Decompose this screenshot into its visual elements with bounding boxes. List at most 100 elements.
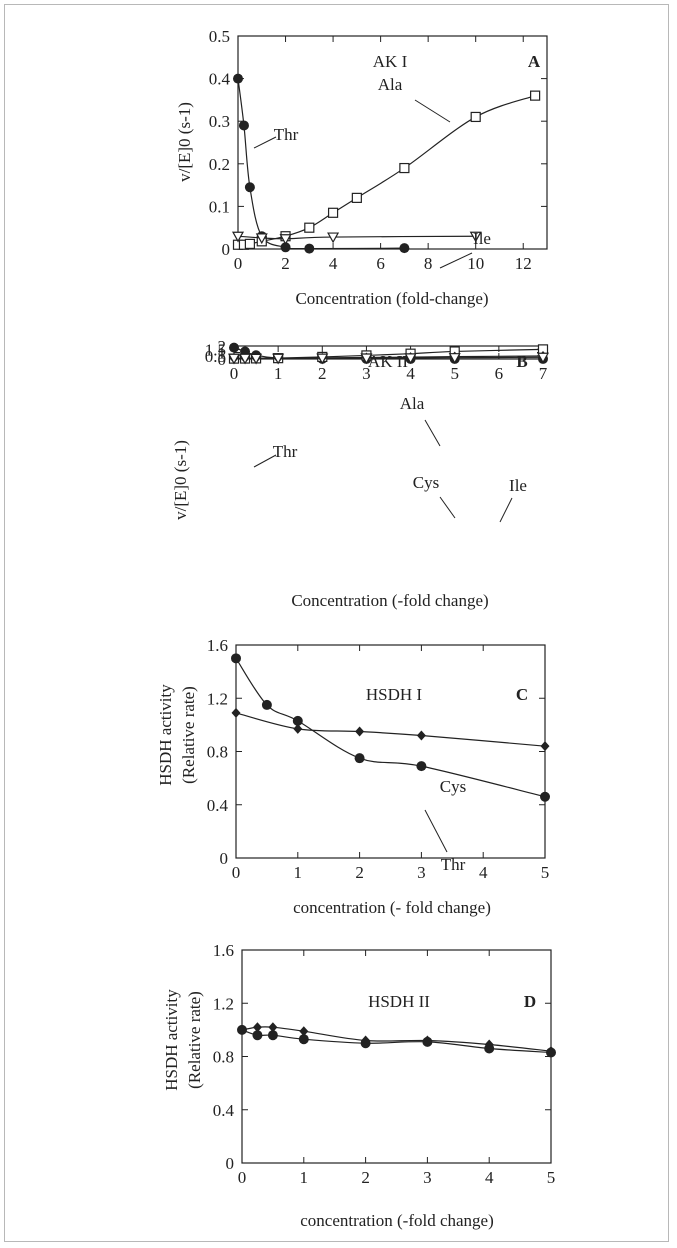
y-tick-label: 0.4 — [213, 1101, 235, 1120]
x-tick-label: 2 — [361, 1168, 370, 1187]
data-point-ala — [530, 90, 541, 101]
series-label-ile: Ile — [473, 229, 491, 248]
y-tick-label: 0.2 — [209, 155, 230, 174]
data-point-series0 — [252, 1030, 263, 1041]
series-label-ala: Ala — [400, 394, 425, 413]
series-label-thr: Thr — [273, 442, 298, 461]
x-tick-label: 0 — [234, 254, 243, 273]
y-tick-label: 0.5 — [209, 27, 230, 46]
x-tick-label: 4 — [406, 364, 415, 383]
y-tick-label: 0.5 — [205, 347, 226, 366]
data-point-thr — [280, 242, 291, 253]
data-point-cys — [540, 741, 550, 752]
data-point-ile — [360, 353, 373, 365]
data-point-thr — [238, 120, 249, 131]
series-line-ala — [237, 95, 536, 246]
data-point-ile — [239, 353, 252, 365]
y-axis-title-line2: (Relative rate) — [179, 686, 198, 784]
x-tick-label: 6 — [376, 254, 385, 273]
series-line-thr — [237, 78, 405, 250]
data-point-ile — [227, 353, 241, 365]
data-point-series0 — [267, 1030, 278, 1041]
x-axis-title: Concentration (fold-change) — [295, 289, 488, 308]
data-point-series1 — [237, 1024, 247, 1035]
y-axis-title: v/[E]0 (s-1) — [175, 102, 194, 182]
y-tick-label: 0.4 — [207, 796, 229, 815]
plot-frame-A — [237, 35, 548, 250]
data-point-series1 — [546, 1046, 556, 1057]
x-tick-label: 3 — [423, 1168, 432, 1187]
y-tick-label: 1 — [218, 344, 227, 363]
y-tick-label: 0.4 — [209, 70, 231, 89]
x-tick-label: 1 — [274, 364, 283, 383]
panel-title: HSDH II — [368, 992, 430, 1011]
series-label-leader — [439, 496, 456, 519]
series-label-ala: Ala — [378, 75, 403, 94]
series-label-cys: Cys — [413, 473, 439, 492]
x-tick-label: 8 — [424, 254, 433, 273]
plot-frame-D — [241, 949, 552, 1164]
y-tick-label: 1.6 — [207, 636, 228, 655]
data-point-thr — [399, 243, 410, 254]
y-axis-title: v/[E]0 (s-1) — [171, 440, 190, 520]
figure-frame — [4, 4, 669, 1242]
data-point-ile — [469, 231, 482, 243]
x-tick-label: 4 — [329, 254, 338, 273]
data-point-ala — [244, 238, 255, 249]
series-label-thr: Thr — [274, 125, 299, 144]
data-point-thr — [354, 753, 365, 764]
x-axis-title: Concentration (-fold change) — [291, 591, 488, 610]
data-point-ala — [470, 111, 481, 123]
x-tick-label: 3 — [417, 863, 426, 882]
data-point-cys — [355, 726, 365, 737]
data-point-series1 — [484, 1039, 494, 1050]
panel-letter: B — [516, 352, 527, 371]
y-tick-label: 2 — [218, 337, 227, 356]
y-tick-label: 0 — [222, 240, 231, 259]
panel-title: HSDH I — [366, 685, 423, 704]
y-tick-label: 1.2 — [213, 994, 234, 1013]
plot-frame-C — [235, 644, 546, 859]
data-point-ile — [272, 353, 285, 365]
series-line-cys — [235, 712, 546, 747]
y-tick-label: 0 — [220, 849, 229, 868]
series-label-leader — [499, 497, 513, 523]
x-tick-label: 3 — [362, 364, 371, 383]
y-tick-label: 0.8 — [207, 743, 228, 762]
panel-letter: A — [528, 52, 541, 71]
data-point-ile — [255, 233, 268, 245]
x-tick-label: 1 — [300, 1168, 309, 1187]
y-tick-label: 1.6 — [213, 941, 234, 960]
data-point-thr — [292, 715, 303, 726]
series-label-leader — [414, 99, 451, 123]
y-tick-label: 0 — [218, 350, 227, 369]
series-label-leader — [253, 136, 277, 149]
panel-letter: C — [516, 685, 528, 704]
data-point-series1 — [268, 1022, 278, 1033]
series-label-leader — [253, 454, 277, 468]
data-point-thr — [540, 791, 550, 802]
data-point-ala — [399, 162, 410, 174]
series-line-ile — [237, 235, 476, 240]
x-tick-label: 0 — [238, 1168, 247, 1187]
data-point-ala — [304, 222, 315, 233]
x-tick-label: 5 — [450, 364, 459, 383]
x-tick-label: 2 — [318, 364, 327, 383]
x-tick-label: 5 — [541, 863, 550, 882]
y-tick-label: 1.5 — [205, 340, 226, 359]
data-point-series1 — [361, 1035, 371, 1046]
series-label-cys: Cys — [440, 777, 466, 796]
data-point-thr — [261, 699, 272, 710]
x-axis-title: concentration (- fold change) — [293, 898, 491, 917]
y-axis-title-line2: (Relative rate) — [185, 991, 204, 1089]
x-tick-label: 1 — [294, 863, 303, 882]
data-point-ile — [316, 353, 329, 365]
x-axis-title: concentration (-fold change) — [300, 1211, 494, 1230]
data-point-ile — [404, 353, 417, 365]
data-point-ala — [327, 207, 339, 218]
x-tick-label: 10 — [467, 254, 484, 273]
data-point-ile — [250, 353, 263, 365]
data-point-series0 — [298, 1034, 309, 1045]
series-line-series1 — [241, 1026, 552, 1052]
